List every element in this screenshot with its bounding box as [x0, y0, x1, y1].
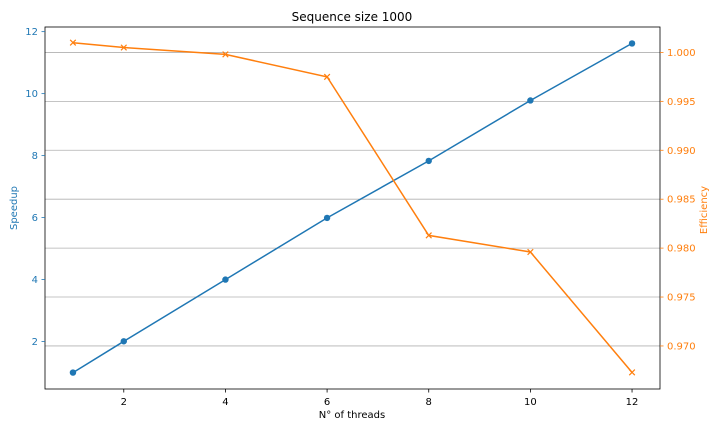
- y-left-tick-label-3: 8: [32, 151, 38, 162]
- x-tick-label-2: 6: [324, 397, 330, 408]
- x-tick-label-3: 8: [426, 397, 432, 408]
- x-axis-title: N° of threads: [319, 410, 385, 421]
- y-axis-right: 0.970 0.975 0.980 0.985 0.990 0.995 1.000: [660, 48, 696, 352]
- x-tick-label-0: 2: [121, 397, 127, 408]
- y-left-tick-label-2: 6: [32, 213, 38, 224]
- x-tick-label-1: 4: [222, 397, 228, 408]
- x-tick-label-5: 12: [626, 397, 639, 408]
- data-point-1-3: [323, 73, 331, 81]
- y-left-tick-label-1: 4: [32, 275, 38, 286]
- data-point-1-1: [120, 44, 128, 51]
- grid-lines: [45, 52, 660, 347]
- data-point-1-5: [527, 248, 534, 256]
- data-point-0-0: [69, 369, 77, 376]
- series-line-0: [72, 42, 633, 374]
- x-tick-label-4: 10: [524, 397, 537, 408]
- series-layer: [69, 39, 636, 376]
- y-left-tick-label-0: 2: [32, 337, 38, 348]
- y-axis-left-title: Speedup: [9, 186, 20, 230]
- y-right-tick-label-1: 0.975: [667, 293, 696, 304]
- y-right-tick-label-0: 0.970: [667, 341, 696, 352]
- y-left-tick-label-4: 10: [25, 89, 38, 100]
- data-point-0-4: [425, 157, 432, 165]
- data-point-1-0: [69, 39, 77, 46]
- y-right-tick-label-4: 0.990: [667, 146, 696, 157]
- data-point-0-6: [628, 40, 636, 47]
- y-right-tick-label-5: 0.995: [667, 97, 696, 108]
- data-point-0-2: [222, 276, 229, 283]
- data-point-0-3: [323, 214, 331, 222]
- data-point-1-4: [425, 232, 432, 239]
- data-point-0-5: [527, 97, 534, 104]
- y-axis-left: 2 4 6 8 10 12: [25, 27, 45, 348]
- data-point-0-1: [120, 338, 127, 345]
- y-left-tick-label-5: 12: [25, 27, 38, 38]
- series-speedup: [69, 40, 636, 376]
- data-point-1-6: [628, 369, 636, 376]
- series-efficiency: [69, 39, 636, 376]
- plot-area: [44, 26, 661, 390]
- y-right-tick-label-2: 0.980: [667, 244, 696, 255]
- y-right-tick-label-6: 1.000: [667, 48, 696, 59]
- x-axis: 2 4 6 8 10 12: [121, 389, 639, 408]
- y-right-tick-label-3: 0.985: [667, 195, 696, 206]
- chart-title: Sequence size 1000: [292, 10, 413, 24]
- series-line-1: [72, 41, 633, 373]
- y-axis-right-title: Efficiency: [699, 186, 710, 234]
- data-point-1-2: [222, 51, 229, 58]
